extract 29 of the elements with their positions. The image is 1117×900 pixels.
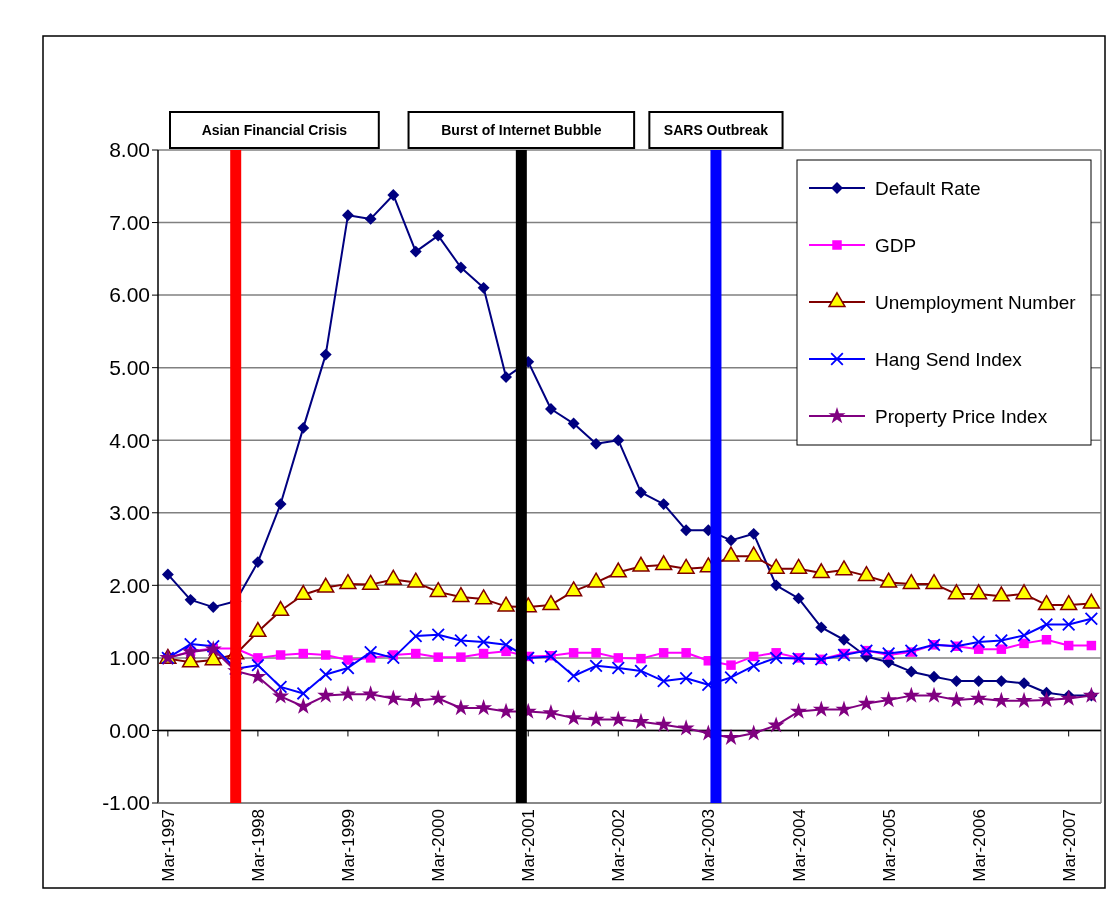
y-tick-label: -1.00 [102,791,150,815]
legend-label: Hang Send Index [875,348,1023,370]
y-tick-label: 1.00 [109,646,150,670]
x-tick-label: Mar-2001 [519,809,539,882]
legend-label: Default Rate [875,177,981,199]
y-tick-label: 6.00 [109,283,150,307]
x-tick-label: Mar-2005 [879,809,899,882]
x-tick-label: Mar-2006 [969,809,989,882]
x-tick-label: Mar-1999 [338,809,358,882]
legend-label: Property Price Index [875,405,1048,427]
x-tick-label: Mar-2002 [609,809,629,882]
ref-line-label: Burst of Internet Bubble [441,121,602,138]
x-tick-label: Mar-2004 [789,809,809,882]
x-tick-label: Mar-2007 [1059,809,1079,882]
y-tick-label: 7.00 [109,210,150,234]
y-tick-label: 0.00 [109,718,150,742]
y-tick-label: 2.00 [109,573,150,597]
x-tick-label: Mar-1997 [158,809,178,882]
y-tick-label: 5.00 [109,356,150,380]
x-tick-label: Mar-2003 [699,809,719,882]
y-tick-label: 4.00 [109,428,150,452]
x-tick-label: Mar-2000 [429,809,449,882]
x-tick-label: Mar-1998 [248,809,268,882]
y-tick-label: 8.00 [109,138,150,162]
y-tick-label: 3.00 [109,501,150,525]
ref-line-label: SARS Outbreak [663,121,769,138]
legend-label: Unemployment Number [875,291,1077,313]
legend-label: GDP [875,234,917,256]
ref-line-label: Asian Financial Crisis [201,121,348,138]
